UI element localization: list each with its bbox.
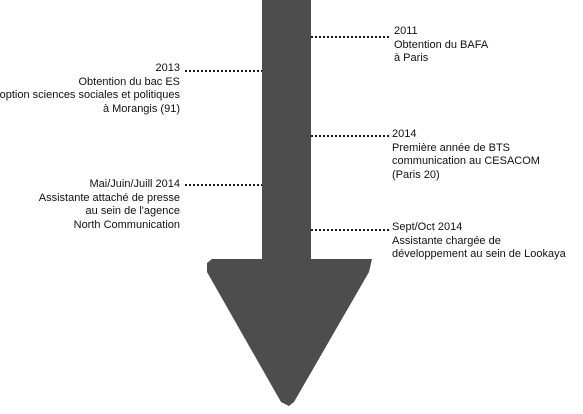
timeline-event-2011: 2011 Obtention du BAFA à Paris: [394, 25, 488, 66]
event-description-line: communication au CESACOM: [392, 155, 540, 167]
event-date: 2014: [392, 128, 417, 140]
event-date: 2013: [155, 62, 180, 74]
timeline-event-2013: 2013 Obtention du bac ES option sciences…: [0, 62, 180, 116]
timeline-arrow-shaft: [262, 0, 311, 262]
event-date: 2011: [394, 25, 418, 37]
event-description-line: North Communication: [73, 218, 180, 231]
event-description-line: Obtention du bac ES: [78, 75, 180, 88]
event-description-line: au sein de l'agence: [85, 205, 180, 217]
timeline-event-2014-bts: 2014 Première année de BTS communication…: [392, 128, 540, 182]
timeline-event-2014-press-assistant: Mai/Juin/Juill 2014 Assistante attaché d…: [39, 178, 180, 232]
event-description-line: (Paris 20): [392, 168, 440, 181]
event-description-line: Obtention du BAFA: [394, 38, 489, 51]
event-description-line: option sciences sociales et politiques: [0, 89, 180, 101]
event-description-line: développement au sein de Lookaya: [392, 248, 566, 260]
event-description-line: à Morangis (91): [102, 102, 180, 115]
timeline-arrow-head: [207, 259, 372, 406]
event-description-line: à Paris: [394, 52, 429, 64]
event-description-line: Première année de BTS: [392, 141, 511, 154]
event-description-line: Assistante attaché de presse: [38, 191, 180, 204]
event-description-line: Assistante chargée de: [392, 234, 501, 247]
event-date: Mai/Juin/Juill 2014: [89, 178, 181, 190]
event-date: Sept/Oct 2014: [392, 221, 463, 233]
timeline-event-2014-lookaya: Sept/Oct 2014 Assistante chargée de déve…: [392, 221, 566, 262]
